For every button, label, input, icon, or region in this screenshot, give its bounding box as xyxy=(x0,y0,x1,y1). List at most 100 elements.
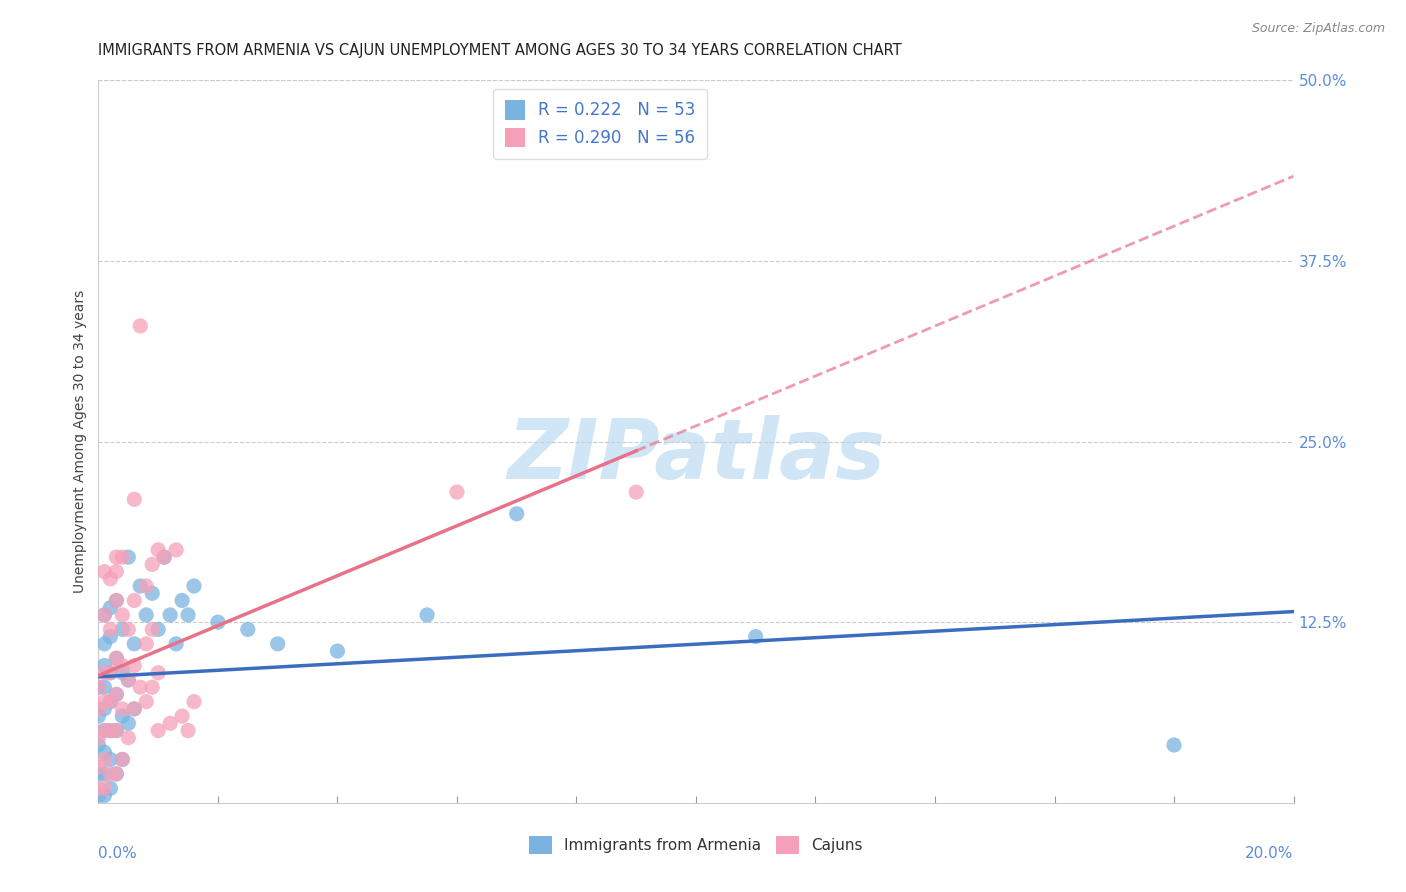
Point xyxy=(87,680,110,694)
Point xyxy=(129,318,152,333)
Point xyxy=(98,665,122,680)
Point xyxy=(745,630,768,644)
Point xyxy=(93,789,115,803)
Point xyxy=(177,723,200,738)
Text: 0.0%: 0.0% xyxy=(98,847,138,861)
Point xyxy=(183,579,205,593)
Point xyxy=(105,723,128,738)
Text: ZIPatlas: ZIPatlas xyxy=(508,416,884,497)
Point xyxy=(326,644,349,658)
Point xyxy=(93,565,115,579)
Point xyxy=(124,492,146,507)
Point xyxy=(98,623,122,637)
Point xyxy=(1163,738,1185,752)
Point xyxy=(148,723,170,738)
Text: 20.0%: 20.0% xyxy=(1246,847,1294,861)
Point xyxy=(93,723,115,738)
Point xyxy=(87,731,110,745)
Point xyxy=(153,550,176,565)
Point xyxy=(98,695,122,709)
Point xyxy=(111,658,134,673)
Point xyxy=(172,593,194,607)
Point xyxy=(148,623,170,637)
Point xyxy=(111,752,134,766)
Point xyxy=(93,767,115,781)
Point xyxy=(267,637,290,651)
Point xyxy=(87,702,110,716)
Point xyxy=(98,723,122,738)
Point xyxy=(236,623,259,637)
Point xyxy=(93,695,115,709)
Point xyxy=(124,702,146,716)
Point xyxy=(98,723,122,738)
Point xyxy=(111,752,134,766)
Point xyxy=(165,637,187,651)
Point xyxy=(124,637,146,651)
Point xyxy=(98,572,122,586)
Point xyxy=(93,752,115,766)
Point xyxy=(105,550,128,565)
Legend: Immigrants from Armenia, Cajuns: Immigrants from Armenia, Cajuns xyxy=(523,830,869,860)
Point xyxy=(446,485,468,500)
Point xyxy=(93,607,115,622)
Point xyxy=(111,709,134,723)
Point xyxy=(105,687,128,701)
Point xyxy=(117,716,139,731)
Point xyxy=(177,607,200,622)
Point xyxy=(124,702,146,716)
Point xyxy=(87,767,110,781)
Point xyxy=(105,651,128,665)
Point xyxy=(124,593,146,607)
Point xyxy=(626,485,648,500)
Text: IMMIGRANTS FROM ARMENIA VS CAJUN UNEMPLOYMENT AMONG AGES 30 TO 34 YEARS CORRELAT: IMMIGRANTS FROM ARMENIA VS CAJUN UNEMPLO… xyxy=(98,44,903,58)
Point xyxy=(98,695,122,709)
Point xyxy=(111,665,134,680)
Point xyxy=(87,789,110,803)
Point xyxy=(416,607,439,622)
Point xyxy=(87,680,110,694)
Point xyxy=(93,665,115,680)
Point xyxy=(105,593,128,607)
Point xyxy=(117,673,139,687)
Text: Source: ZipAtlas.com: Source: ZipAtlas.com xyxy=(1251,22,1385,36)
Point xyxy=(93,745,115,759)
Point xyxy=(111,550,134,565)
Point xyxy=(98,781,122,796)
Point xyxy=(148,542,170,557)
Point xyxy=(124,658,146,673)
Point xyxy=(98,665,122,680)
Point xyxy=(87,781,110,796)
Point xyxy=(93,781,115,796)
Point xyxy=(141,558,163,572)
Point xyxy=(117,623,139,637)
Point xyxy=(111,607,134,622)
Point xyxy=(98,630,122,644)
Point xyxy=(98,600,122,615)
Point xyxy=(93,702,115,716)
Point xyxy=(159,607,181,622)
Point xyxy=(117,731,139,745)
Point xyxy=(105,687,128,701)
Point xyxy=(135,695,157,709)
Point xyxy=(117,550,139,565)
Point xyxy=(87,709,110,723)
Point xyxy=(87,738,110,752)
Point xyxy=(93,658,115,673)
Point xyxy=(141,586,163,600)
Point xyxy=(165,542,187,557)
Point xyxy=(135,607,157,622)
Point xyxy=(148,665,170,680)
Point xyxy=(135,579,157,593)
Point xyxy=(98,767,122,781)
Point xyxy=(93,607,115,622)
Point xyxy=(207,615,229,630)
Point xyxy=(105,593,128,607)
Point xyxy=(111,623,134,637)
Point xyxy=(129,579,152,593)
Y-axis label: Unemployment Among Ages 30 to 34 years: Unemployment Among Ages 30 to 34 years xyxy=(73,290,87,593)
Point xyxy=(98,752,122,766)
Point xyxy=(141,623,163,637)
Point xyxy=(105,651,128,665)
Point xyxy=(93,637,115,651)
Point xyxy=(183,695,205,709)
